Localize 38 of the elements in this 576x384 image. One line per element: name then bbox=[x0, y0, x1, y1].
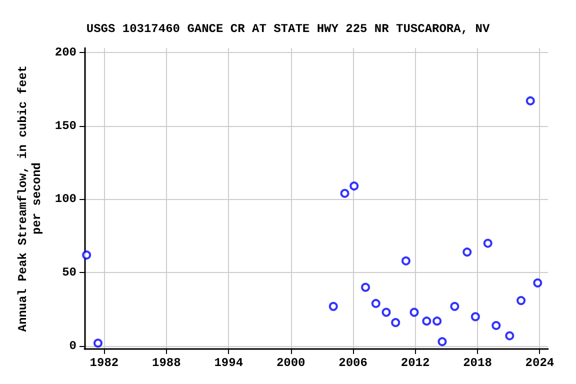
point bbox=[371, 298, 380, 308]
point bbox=[526, 96, 535, 106]
point bbox=[350, 182, 359, 191]
point bbox=[382, 308, 391, 317]
point bbox=[93, 338, 102, 348]
point bbox=[516, 296, 526, 306]
point bbox=[438, 337, 447, 346]
point bbox=[82, 250, 92, 260]
y-tick-label: 50 bbox=[62, 266, 77, 280]
point bbox=[462, 248, 472, 257]
point bbox=[410, 308, 419, 317]
chart-title: USGS 10317460 GANCE CR AT STATE HWY 225 NR TUSCARORA, NV bbox=[86, 22, 490, 36]
y-tick-label: 150 bbox=[54, 118, 77, 133]
point bbox=[450, 302, 460, 311]
y-tick-label: 0 bbox=[69, 339, 77, 354]
x-tick-label: 2000 bbox=[276, 356, 306, 370]
point bbox=[391, 318, 400, 328]
point bbox=[422, 316, 432, 326]
point bbox=[328, 302, 338, 311]
point bbox=[401, 256, 410, 266]
point bbox=[533, 278, 542, 288]
point bbox=[432, 316, 442, 326]
x-tick-label: 2006 bbox=[338, 356, 368, 370]
x-tick-label: 2018 bbox=[463, 356, 492, 370]
y-tick-label: 200 bbox=[54, 45, 77, 60]
point bbox=[361, 282, 370, 292]
point bbox=[505, 331, 514, 340]
y-axis-title: Annual Peak Streamflow, in cubic feet per second bbox=[16, 65, 44, 332]
x-tick-label: 1982 bbox=[90, 356, 119, 370]
point bbox=[483, 238, 492, 248]
x-tick-label: 1988 bbox=[152, 356, 181, 370]
x-tick-label: 2012 bbox=[400, 356, 430, 370]
point bbox=[470, 312, 480, 322]
x-tick-label: 1994 bbox=[214, 356, 244, 370]
x-tick-label: 2024 bbox=[525, 356, 554, 370]
point bbox=[340, 188, 350, 198]
y-tick-label: 100 bbox=[54, 192, 77, 206]
point bbox=[492, 321, 501, 330]
